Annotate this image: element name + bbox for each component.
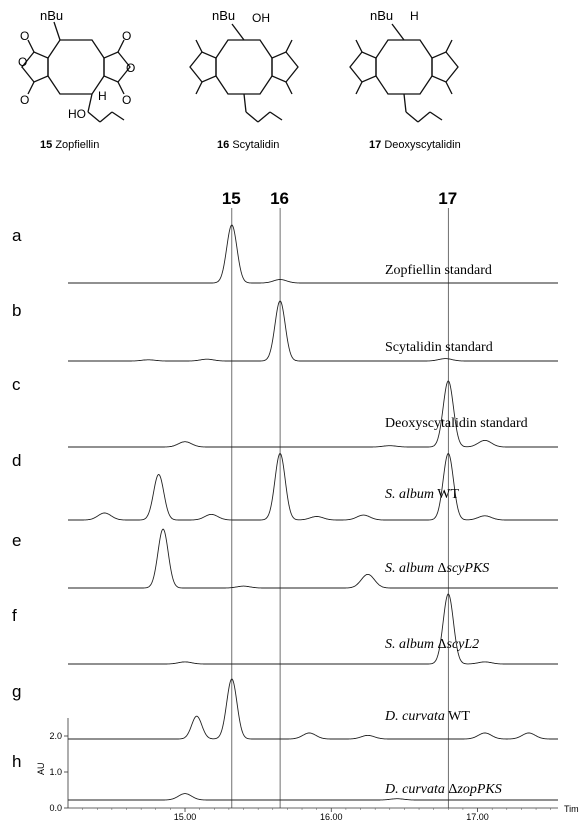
- trace-b: [68, 300, 558, 362]
- trace-label-f: S. album ΔscyL2: [385, 637, 479, 652]
- peak-label-17: 17: [438, 189, 457, 208]
- trace-a: [68, 224, 558, 284]
- trace-letter-e: e: [12, 531, 21, 550]
- structure-15-h: H: [98, 89, 107, 103]
- y-axis-label: AU: [36, 762, 46, 775]
- structure-17-nbu: nBu: [370, 8, 393, 23]
- structure-15-nbu: nBu: [40, 8, 63, 23]
- trace-label-d: S. album WT: [385, 487, 459, 502]
- trace-letter-f: f: [12, 606, 17, 625]
- caption-17: 17 Deoxyscytalidin: [369, 139, 461, 151]
- structure-15-o5: O: [122, 29, 131, 43]
- axes: 0.0 1.0 2.0 AU 15.00 16.00 17.00 Time: [36, 718, 579, 822]
- structure-15-o6: O: [122, 93, 131, 107]
- trace-letters: a b c d e f g h: [12, 226, 22, 771]
- trace-letter-a: a: [12, 226, 22, 245]
- structure-15-o2: O: [126, 61, 135, 75]
- trace-label-a: Zopfiellin standard: [385, 263, 492, 278]
- trace-letter-b: b: [12, 301, 21, 320]
- trace-d: [68, 452, 558, 521]
- x-tick-label: 15.00: [174, 812, 197, 822]
- x-tick-label: 17.00: [466, 812, 489, 822]
- structure-16-oh: OH: [252, 11, 270, 25]
- trace-letter-g: g: [12, 682, 21, 701]
- trace-letter-c: c: [12, 375, 21, 394]
- trace-f: [68, 593, 558, 665]
- caption-16: 16 Scytalidin: [217, 139, 279, 151]
- trace-label-g: D. curvata WT: [384, 709, 470, 724]
- trace-labels: Zopfiellin standard Scytalidin standard De…: [384, 263, 528, 797]
- trace-g: [68, 678, 558, 740]
- traces: [68, 224, 558, 801]
- reference-lines: [231, 208, 449, 808]
- y-tick-label: 1.0: [49, 767, 62, 777]
- x-axis-label: Time: [564, 804, 579, 814]
- caption-15: 15 Zopfiellin: [40, 139, 99, 151]
- y-tick-label: 0.0: [49, 803, 62, 813]
- trace-label-c: Deoxyscytalidin standard: [385, 416, 528, 431]
- y-tick-label: 2.0: [49, 731, 62, 741]
- structure-17: [349, 23, 459, 123]
- peak-labels: 15 16 17: [222, 189, 457, 208]
- trace-label-e: S. album ΔscyPKS: [385, 561, 489, 576]
- trace-letter-h: h: [12, 752, 21, 771]
- peak-label-16: 16: [270, 189, 289, 208]
- structure-17-h: H: [410, 9, 419, 23]
- trace-letter-d: d: [12, 451, 21, 470]
- structure-15-o1: O: [18, 55, 27, 69]
- structure-15-ho: HO: [68, 107, 86, 121]
- peak-label-15: 15: [222, 189, 241, 208]
- structure-16-nbu: nBu: [212, 8, 235, 23]
- structure-15-o3: O: [20, 29, 29, 43]
- structure-15: [21, 21, 131, 123]
- trace-label-h: D. curvata ΔzopPKS: [384, 782, 502, 797]
- trace-e: [68, 528, 558, 589]
- structure-16: [189, 23, 299, 123]
- structure-15-o4: O: [20, 93, 29, 107]
- x-tick-label: 16.00: [320, 812, 343, 822]
- trace-h: [68, 793, 558, 801]
- trace-label-b: Scytalidin standard: [385, 340, 493, 355]
- trace-c: [68, 380, 558, 448]
